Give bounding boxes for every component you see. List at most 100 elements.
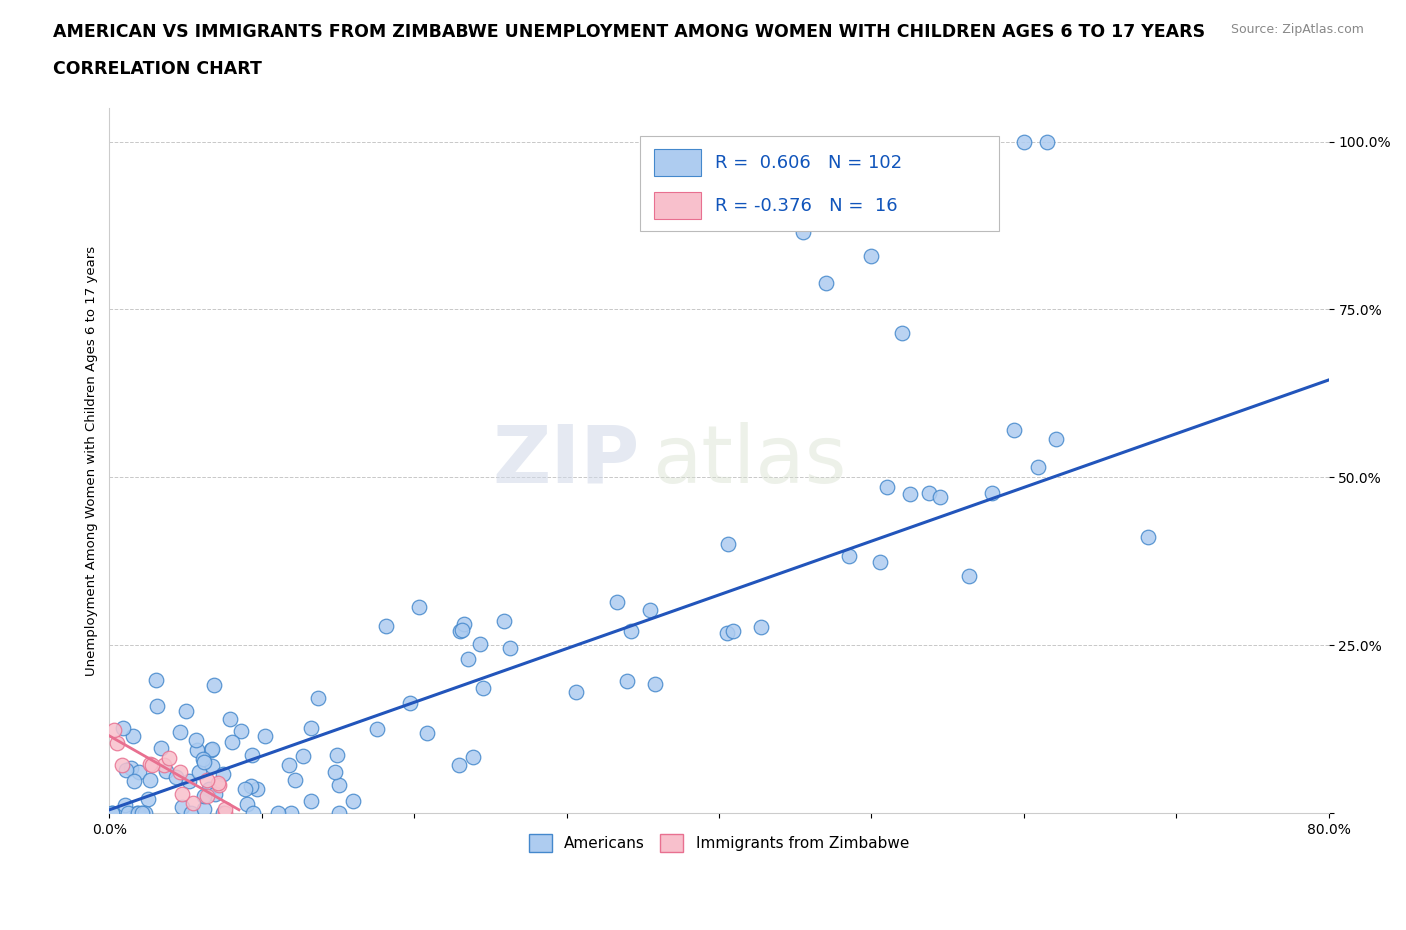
Point [918, 485, 941, 500]
Point [211, 766, 233, 781]
Point [1026, 459, 1049, 474]
Point [565, 684, 588, 699]
Point [240, 778, 263, 793]
Point [180, 805, 202, 820]
Point [838, 549, 860, 564]
Point [207, 776, 229, 790]
Point [717, 537, 740, 551]
Point [114, 763, 136, 777]
Point [374, 618, 396, 633]
Point [191, 751, 214, 766]
Point [201, 758, 224, 773]
Point [139, 773, 162, 788]
Text: R =  0.606   N = 102: R = 0.606 N = 102 [716, 153, 903, 172]
Point [284, 773, 307, 788]
Point [121, 761, 143, 776]
Point [157, 751, 180, 765]
Point [201, 741, 224, 756]
Point [280, 805, 302, 820]
Point [219, 711, 242, 726]
Point [136, 791, 159, 806]
Point [408, 600, 430, 615]
Point [212, 805, 235, 820]
Point [145, 672, 167, 687]
Point [326, 748, 349, 763]
Point [366, 722, 388, 737]
Point [111, 757, 134, 772]
Point [461, 750, 484, 764]
Point [749, 620, 772, 635]
Point [105, 736, 128, 751]
Point [616, 674, 638, 689]
Point [890, 326, 912, 340]
Point [307, 690, 329, 705]
Point [398, 696, 420, 711]
Point [814, 275, 837, 290]
Point [792, 225, 814, 240]
Point [342, 793, 364, 808]
Point [214, 801, 236, 816]
Point [721, 624, 744, 639]
Point [128, 764, 150, 779]
Bar [654, 193, 700, 219]
Point [131, 805, 153, 820]
Text: atlas: atlas [652, 421, 846, 499]
Point [155, 764, 177, 778]
Point [1012, 134, 1035, 149]
Point [328, 777, 350, 792]
Point [214, 805, 236, 820]
Point [169, 764, 191, 779]
Point [198, 782, 221, 797]
Point [957, 568, 980, 583]
Legend: Americans, Immigrants from Zimbabwe: Americans, Immigrants from Zimbabwe [523, 828, 915, 858]
Point [174, 704, 197, 719]
Point [100, 805, 122, 820]
Point [328, 805, 350, 820]
Point [131, 805, 153, 820]
Point [644, 677, 666, 692]
Point [181, 796, 204, 811]
Point [153, 757, 176, 772]
Point [186, 743, 208, 758]
Text: CORRELATION CHART: CORRELATION CHART [53, 60, 263, 78]
Point [876, 480, 898, 495]
Point [138, 757, 160, 772]
Point [169, 724, 191, 739]
Point [221, 735, 243, 750]
Point [229, 724, 252, 738]
Point [1137, 529, 1160, 544]
Point [103, 723, 125, 737]
Point [165, 770, 187, 785]
Point [453, 617, 475, 631]
Point [141, 757, 163, 772]
Point [267, 805, 290, 820]
Point [193, 789, 215, 804]
Point [208, 777, 231, 792]
Point [325, 764, 347, 779]
Point [447, 757, 470, 772]
Point [299, 721, 322, 736]
Bar [654, 150, 700, 176]
Point [492, 614, 515, 629]
Point [202, 677, 225, 692]
Y-axis label: Unemployment Among Women with Children Ages 6 to 17 years: Unemployment Among Women with Children A… [86, 246, 98, 675]
Point [981, 485, 1004, 500]
Point [177, 773, 200, 788]
Point [898, 486, 921, 501]
Point [124, 774, 146, 789]
Point [193, 802, 215, 817]
Point [468, 637, 491, 652]
FancyBboxPatch shape [640, 136, 1000, 232]
Point [195, 773, 218, 788]
Point [291, 749, 314, 764]
Text: R = -0.376   N =  16: R = -0.376 N = 16 [716, 196, 898, 215]
Point [299, 794, 322, 809]
Point [253, 729, 276, 744]
Point [457, 652, 479, 667]
Point [415, 725, 437, 740]
Point [860, 248, 883, 263]
Point [236, 796, 259, 811]
Point [193, 754, 215, 769]
Point [170, 787, 193, 802]
Point [235, 781, 257, 796]
